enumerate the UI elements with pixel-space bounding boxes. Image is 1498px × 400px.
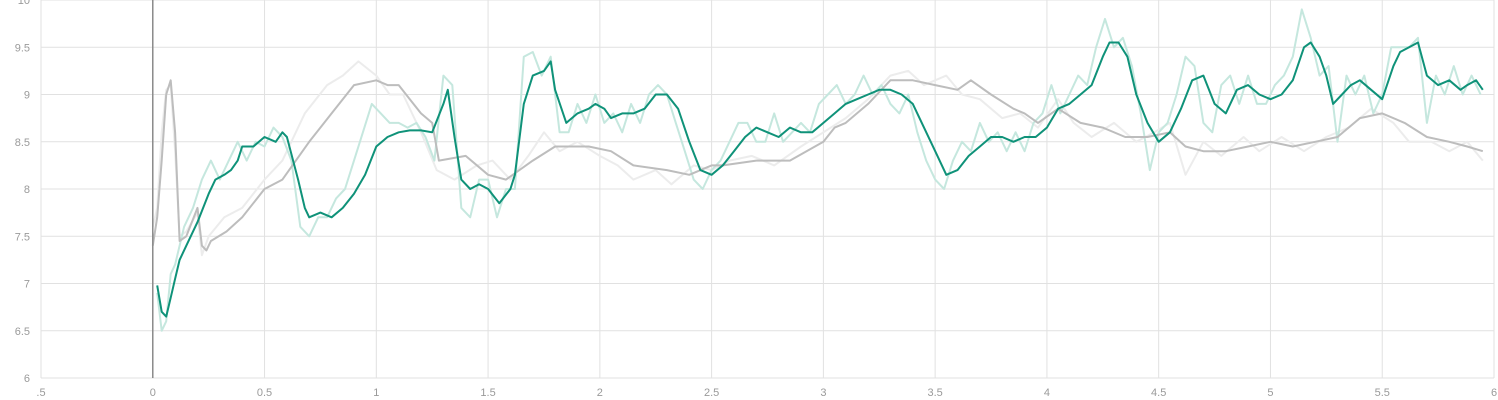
- x-tick-label: 0: [150, 387, 156, 399]
- y-tick-label: 9: [24, 90, 30, 102]
- x-tick-label: 5: [1267, 387, 1273, 399]
- y-tick-label: 9.5: [15, 42, 30, 54]
- y-tick-label: 6.5: [15, 326, 30, 338]
- grid: [40, 0, 1495, 379]
- x-tick-label: 4: [1044, 387, 1050, 399]
- x-tick-label: 3.5: [928, 387, 943, 399]
- x-tick-label: 2: [597, 387, 603, 399]
- series-1-smoothed-line: [151, 79, 1484, 252]
- y-tick-label: 7: [24, 279, 30, 291]
- series-2-smoothed-line: [156, 41, 1484, 318]
- x-tick-label: .5: [36, 387, 45, 399]
- y-tick-label: 7.5: [15, 231, 30, 243]
- plot-area: [151, 8, 1484, 332]
- x-tick-label: 2.5: [704, 387, 719, 399]
- y-tick-label: 8: [24, 184, 30, 196]
- y-tick-label: 10: [18, 0, 30, 7]
- x-tick-label: 4.5: [1151, 387, 1166, 399]
- x-tick-label: 1: [373, 387, 379, 399]
- x-tick-label: 6: [1491, 387, 1497, 399]
- y-tick-label: 6: [24, 373, 30, 385]
- x-tick-label: 5.5: [1375, 387, 1390, 399]
- x-tick-label: 1.5: [480, 387, 495, 399]
- x-tick-label: 0.5: [257, 387, 272, 399]
- axes: 6 6.5 7 7.5 8 8.5 9 9.5 10 .5 0 0.5 1 1.5 2 2.5 3 3.5 4 4.5…: [15, 0, 1497, 399]
- x-tick-label: 3: [820, 387, 826, 399]
- series-1-raw-line: [151, 60, 1484, 257]
- series-2-raw-line: [156, 8, 1482, 332]
- y-tick-label: 8.5: [15, 137, 30, 149]
